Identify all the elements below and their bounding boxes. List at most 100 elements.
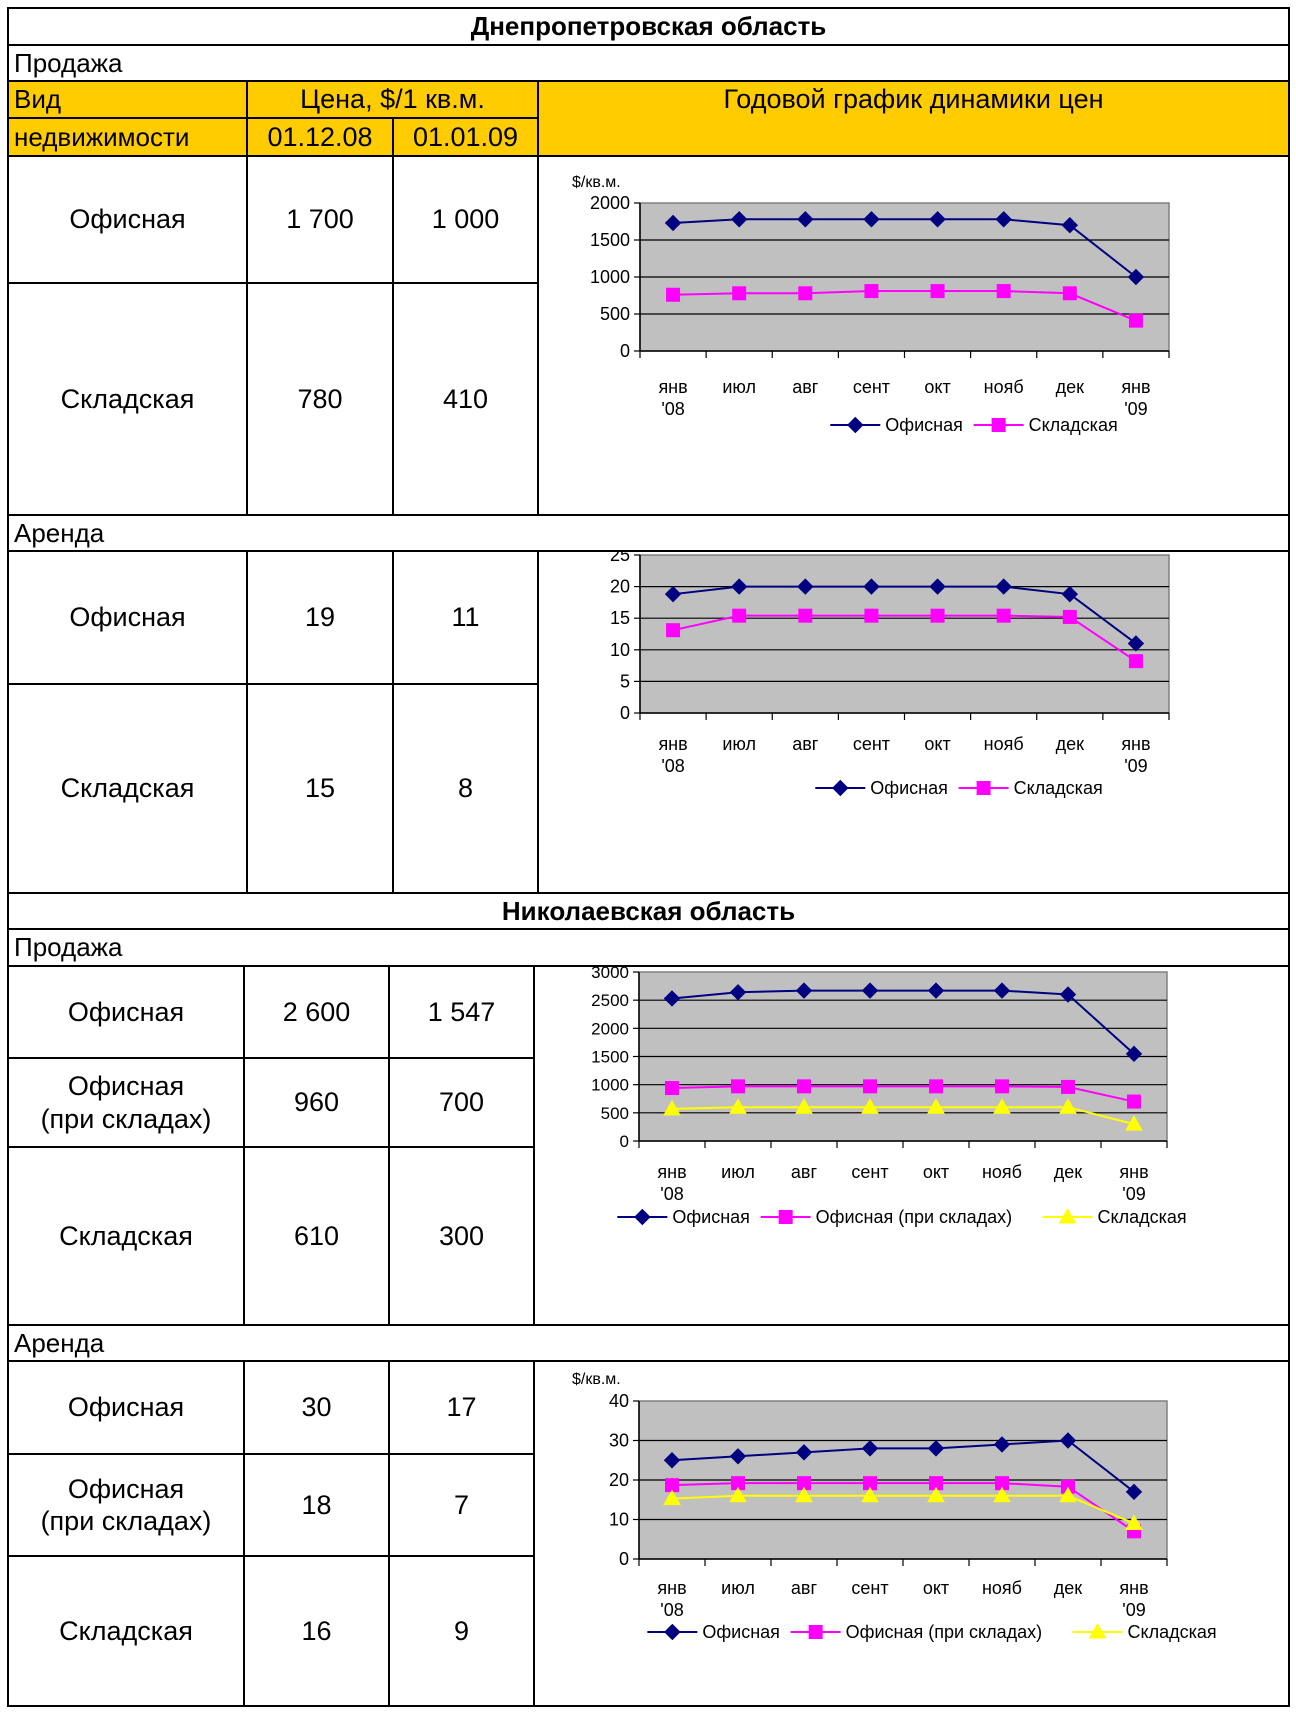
series-line	[672, 614, 1137, 663]
value-cell: 11	[451, 602, 480, 633]
x-tick-label: янв	[657, 1578, 686, 1598]
data-point	[929, 578, 946, 595]
series-line	[671, 1439, 1135, 1493]
y-tick-label: 25	[610, 552, 630, 565]
data-point	[861, 1098, 879, 1114]
region-title-dnipro: Днепропетровская область	[470, 11, 827, 41]
plot-area	[639, 554, 1170, 714]
chart-header: Годовой график динамики цен	[723, 84, 1104, 114]
x-tick-label: нояб	[984, 734, 1024, 754]
data-point	[863, 578, 880, 595]
x-tick-label: окт	[924, 377, 950, 397]
x-tick-label: янв	[1119, 1578, 1148, 1598]
x-tick-label: янв	[1121, 377, 1150, 397]
value-cell: 15	[304, 773, 336, 804]
type-cell: Складская	[59, 1615, 193, 1646]
data-point	[927, 982, 945, 999]
date-header-1: 01.12.08	[267, 121, 373, 152]
series-line	[672, 585, 1137, 645]
legend-label: Офисная (при складах)	[846, 1622, 1042, 1642]
data-point	[665, 1081, 679, 1096]
type-header-line2: недвижимости	[14, 121, 190, 152]
type-line: (при складах)	[40, 1506, 212, 1536]
type-cell: Офисная	[67, 996, 185, 1027]
x-tick-label: янв	[657, 1162, 686, 1182]
value-cell: 960	[293, 1087, 340, 1118]
y-tick-label: 0	[620, 703, 630, 723]
data-point	[1059, 986, 1077, 1003]
y-axis-label: $/кв.м.	[572, 552, 621, 553]
data-point	[1125, 1045, 1143, 1063]
date-header-2: 01.01.09	[412, 121, 519, 152]
data-point	[795, 1444, 813, 1461]
y-tick-label: 1000	[591, 1076, 629, 1095]
data-point	[795, 1098, 813, 1114]
x-tick-label: дек	[1056, 377, 1085, 397]
data-point	[927, 1440, 945, 1457]
x-tick-label: дек	[1054, 1578, 1083, 1598]
legend-label: Офисная	[885, 415, 963, 435]
x-tick-label: '09	[1124, 399, 1147, 419]
data-point	[864, 608, 879, 623]
data-point	[993, 1098, 1011, 1114]
y-tick-label: 1000	[590, 267, 630, 287]
data-point	[927, 1098, 945, 1114]
data-point	[1127, 1094, 1141, 1109]
data-point	[976, 781, 991, 795]
data-point	[797, 578, 814, 595]
type-cell: Офисная	[67, 1392, 185, 1423]
x-tick-label: '09	[1124, 756, 1147, 776]
y-tick-label: 10	[610, 640, 630, 660]
data-point	[993, 982, 1011, 999]
data-point	[927, 1486, 945, 1503]
y-tick-label: 40	[609, 1391, 629, 1411]
x-tick-label: янв	[658, 734, 687, 754]
data-point	[847, 416, 864, 434]
data-point	[797, 1079, 811, 1094]
value-cell: 1 000	[431, 204, 500, 235]
value-cell: 2 600	[282, 996, 351, 1027]
data-point	[666, 287, 681, 302]
data-point	[993, 1486, 1011, 1503]
x-tick-label: июл	[721, 1578, 755, 1598]
data-point	[1058, 1207, 1077, 1224]
value-cell: 410	[442, 383, 489, 414]
data-point	[663, 1099, 681, 1116]
x-tick-label: '08	[660, 1600, 683, 1620]
x-tick-label: сент	[853, 377, 890, 397]
x-tick-label: авг	[792, 734, 819, 754]
data-point	[663, 990, 681, 1007]
data-point	[663, 1452, 681, 1469]
data-point	[730, 578, 748, 595]
y-tick-label: 0	[620, 1132, 629, 1151]
legend-label: Офисная	[672, 1207, 750, 1227]
value-cell: 1 700	[286, 204, 354, 235]
series-line	[671, 1085, 1135, 1103]
data-point	[1088, 1622, 1107, 1639]
data-point	[995, 1079, 1009, 1094]
data-point	[634, 1208, 651, 1226]
legend-label: Складская	[1098, 1207, 1187, 1227]
data-point	[664, 1623, 681, 1641]
data-point	[929, 211, 946, 228]
price-table: Днепропетровская область Продажа Вид нед…	[7, 7, 1290, 1707]
data-point	[995, 211, 1012, 228]
x-tick-label: авг	[791, 1162, 818, 1182]
data-point	[1059, 1432, 1077, 1449]
y-axis-label: $/кв.м.	[572, 174, 621, 191]
type-cell: Складская	[60, 383, 195, 414]
data-point	[729, 984, 747, 1001]
legend-label: Офисная	[870, 778, 948, 798]
type-cell: Складская	[60, 773, 195, 804]
data-point	[993, 1436, 1011, 1453]
data-point	[863, 1079, 877, 1094]
x-tick-label: окт	[923, 1578, 949, 1598]
x-tick-label: сент	[851, 1578, 888, 1598]
y-tick-label: 0	[620, 341, 630, 361]
type-cell: Складская	[59, 1220, 193, 1251]
data-point	[795, 982, 813, 999]
x-tick-label: '08	[660, 1184, 683, 1204]
x-tick-label: окт	[923, 1162, 949, 1182]
